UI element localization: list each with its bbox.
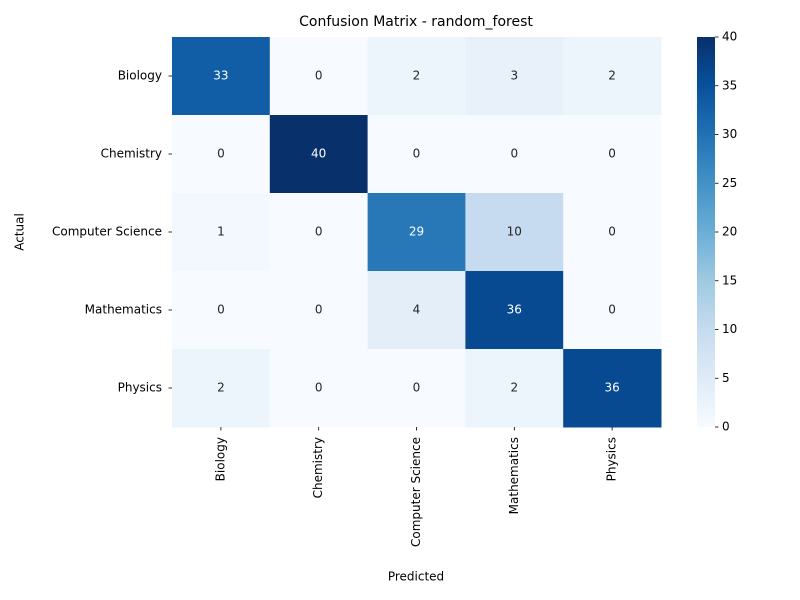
cell-label: 0 [413, 147, 421, 161]
cell-label: 36 [507, 303, 522, 317]
colorbar-tick-label: 30 [722, 127, 737, 141]
heatmap-cell [367, 115, 466, 194]
heatmap-cell [465, 115, 564, 194]
heatmap-cell [367, 271, 466, 350]
y-tick-label: Biology [118, 69, 162, 83]
cell-label: 2 [413, 69, 421, 83]
heatmap-cell [563, 349, 662, 428]
cell-label: 0 [315, 225, 323, 239]
colorbar-tick-label: 40 [722, 30, 737, 44]
heatmap-cell [367, 349, 466, 428]
heatmap-cell [563, 271, 662, 350]
heatmap-cell [465, 193, 564, 272]
cell-label: 0 [315, 303, 323, 317]
heatmap-cell [269, 115, 369, 194]
colorbar-tick-label: 5 [722, 371, 730, 385]
x-tick-label: Computer Science [409, 437, 423, 547]
cell-label: 0 [217, 147, 225, 161]
heatmap-cell [269, 349, 369, 428]
cell-label: 2 [217, 381, 225, 395]
cell-label: 0 [608, 225, 616, 239]
x-tick-label: Chemistry [311, 437, 325, 498]
y-tick-label: Chemistry [101, 147, 162, 161]
colorbar-tick-label: 0 [722, 420, 730, 434]
chart-title: Confusion Matrix - random_forest [299, 14, 533, 30]
colorbar-tick-label: 20 [722, 225, 737, 239]
heatmap-cell [563, 37, 662, 116]
y-tick-label: Mathematics [85, 303, 162, 317]
cell-label: 0 [315, 69, 323, 83]
cell-label: 40 [311, 147, 326, 161]
x-tick-label: Physics [605, 437, 619, 481]
cell-label: 36 [604, 381, 619, 395]
cell-label: 4 [413, 303, 421, 317]
heatmap-cell [172, 271, 271, 350]
x-tick-label: Biology [213, 437, 227, 481]
heatmap-cell [465, 37, 564, 116]
cell-label: 3 [510, 69, 518, 83]
heatmap-cell [172, 193, 271, 272]
cell-label: 0 [510, 147, 518, 161]
cell-label: 0 [315, 381, 323, 395]
cell-label: 10 [507, 225, 522, 239]
heatmap-cell [465, 349, 564, 428]
colorbar-tick-label: 35 [722, 78, 737, 92]
heatmap-cell [172, 37, 271, 116]
cell-label: 2 [510, 381, 518, 395]
x-axis-label: Predicted [388, 570, 444, 584]
heatmap-cell [367, 37, 466, 116]
cell-label: 0 [413, 381, 421, 395]
x-tick-label: Mathematics [507, 437, 521, 514]
heatmap-cell [367, 193, 466, 272]
y-tick-label: Physics [118, 381, 162, 395]
cell-label: 0 [608, 147, 616, 161]
colorbar-tick-label: 25 [722, 176, 737, 190]
heatmap-cell [269, 193, 369, 272]
colorbar-tick-label: 15 [722, 273, 737, 287]
heatmap-cell [172, 115, 271, 194]
cell-label: 33 [213, 69, 228, 83]
cell-label: 29 [409, 225, 424, 239]
cell-label: 0 [217, 303, 225, 317]
colorbar-tick-label: 10 [722, 322, 737, 336]
heatmap-cell [563, 193, 662, 272]
cell-label: 2 [608, 69, 616, 83]
heatmap-cell [269, 37, 369, 116]
cell-label: 0 [608, 303, 616, 317]
heatmap-cell [563, 115, 662, 194]
cell-label: 1 [217, 225, 225, 239]
heatmap-cell [172, 349, 271, 428]
heatmap-cell [465, 271, 564, 350]
y-tick-label: Computer Science [52, 225, 162, 239]
y-axis-label: Actual [13, 213, 27, 251]
colorbar [697, 37, 715, 427]
heatmap-cell [269, 271, 369, 350]
